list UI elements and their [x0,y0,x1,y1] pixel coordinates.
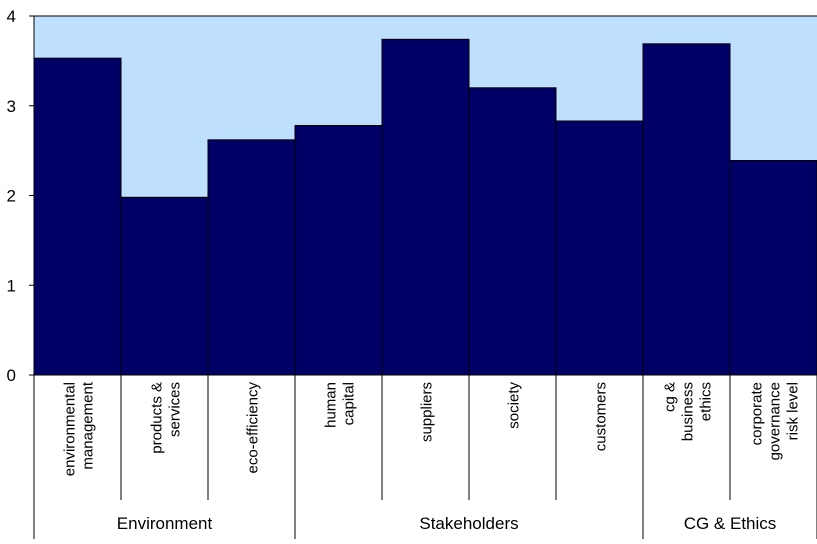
category-label-0-line-1: management [80,381,97,469]
bar-6 [555,120,644,376]
category-label-2: eco-efficiency [245,382,262,474]
bars [33,38,817,376]
category-label-0: environmental management [62,381,97,476]
group-label-2: CG & Ethics [684,514,777,533]
category-label-7-line-2: ethics [698,382,715,421]
category-label-8-line-2: risk level [785,382,802,440]
category-label-1-line-0: products & [149,382,166,454]
category-label-6: customers [593,382,610,451]
category-label-8-line-1: governance [767,382,784,460]
bar-5 [468,87,557,376]
category-label-3-line-1: capital [341,382,358,425]
bar-2 [207,139,296,376]
bar-4 [381,38,470,376]
category-label-7: cg & business ethics [662,382,715,441]
category-label-0-line-0: environmental [62,382,79,476]
group-label-1: Stakeholders [419,514,518,533]
category-label-4: suppliers [419,382,436,442]
y-tick-label-1: 1 [7,276,16,295]
bar-3 [294,124,383,376]
category-label-4-line-0: suppliers [419,382,436,442]
axes [29,15,817,539]
bar-8 [729,159,817,376]
bar-1 [120,196,209,376]
category-label-6-line-0: customers [593,382,610,451]
y-tick-label-4: 4 [7,7,16,26]
category-label-1-line-1: services [167,382,184,437]
category-label-8-line-0: corporate [749,382,766,445]
y-tick-label-3: 3 [7,97,16,116]
category-label-3-line-0: human [323,382,340,428]
category-label-5-line-0: society [506,382,523,429]
category-label-1: products & services [149,382,184,454]
category-label-3: human capital [323,382,358,428]
bar-0 [33,57,122,376]
category-label-7-line-1: business [680,382,697,441]
category-label-5: society [506,382,523,429]
category-label-2-line-0: eco-efficiency [245,382,262,474]
y-tick-label-2: 2 [7,187,16,206]
labels: 0 1 2 3 4 environmental management products & se… [7,7,802,533]
group-label-0: Environment [117,514,213,533]
category-label-7-line-0: cg & [662,382,679,412]
y-tick-label-0: 0 [7,366,16,385]
bar-7 [642,43,731,376]
category-label-8: corporate governance risk level [749,382,802,460]
